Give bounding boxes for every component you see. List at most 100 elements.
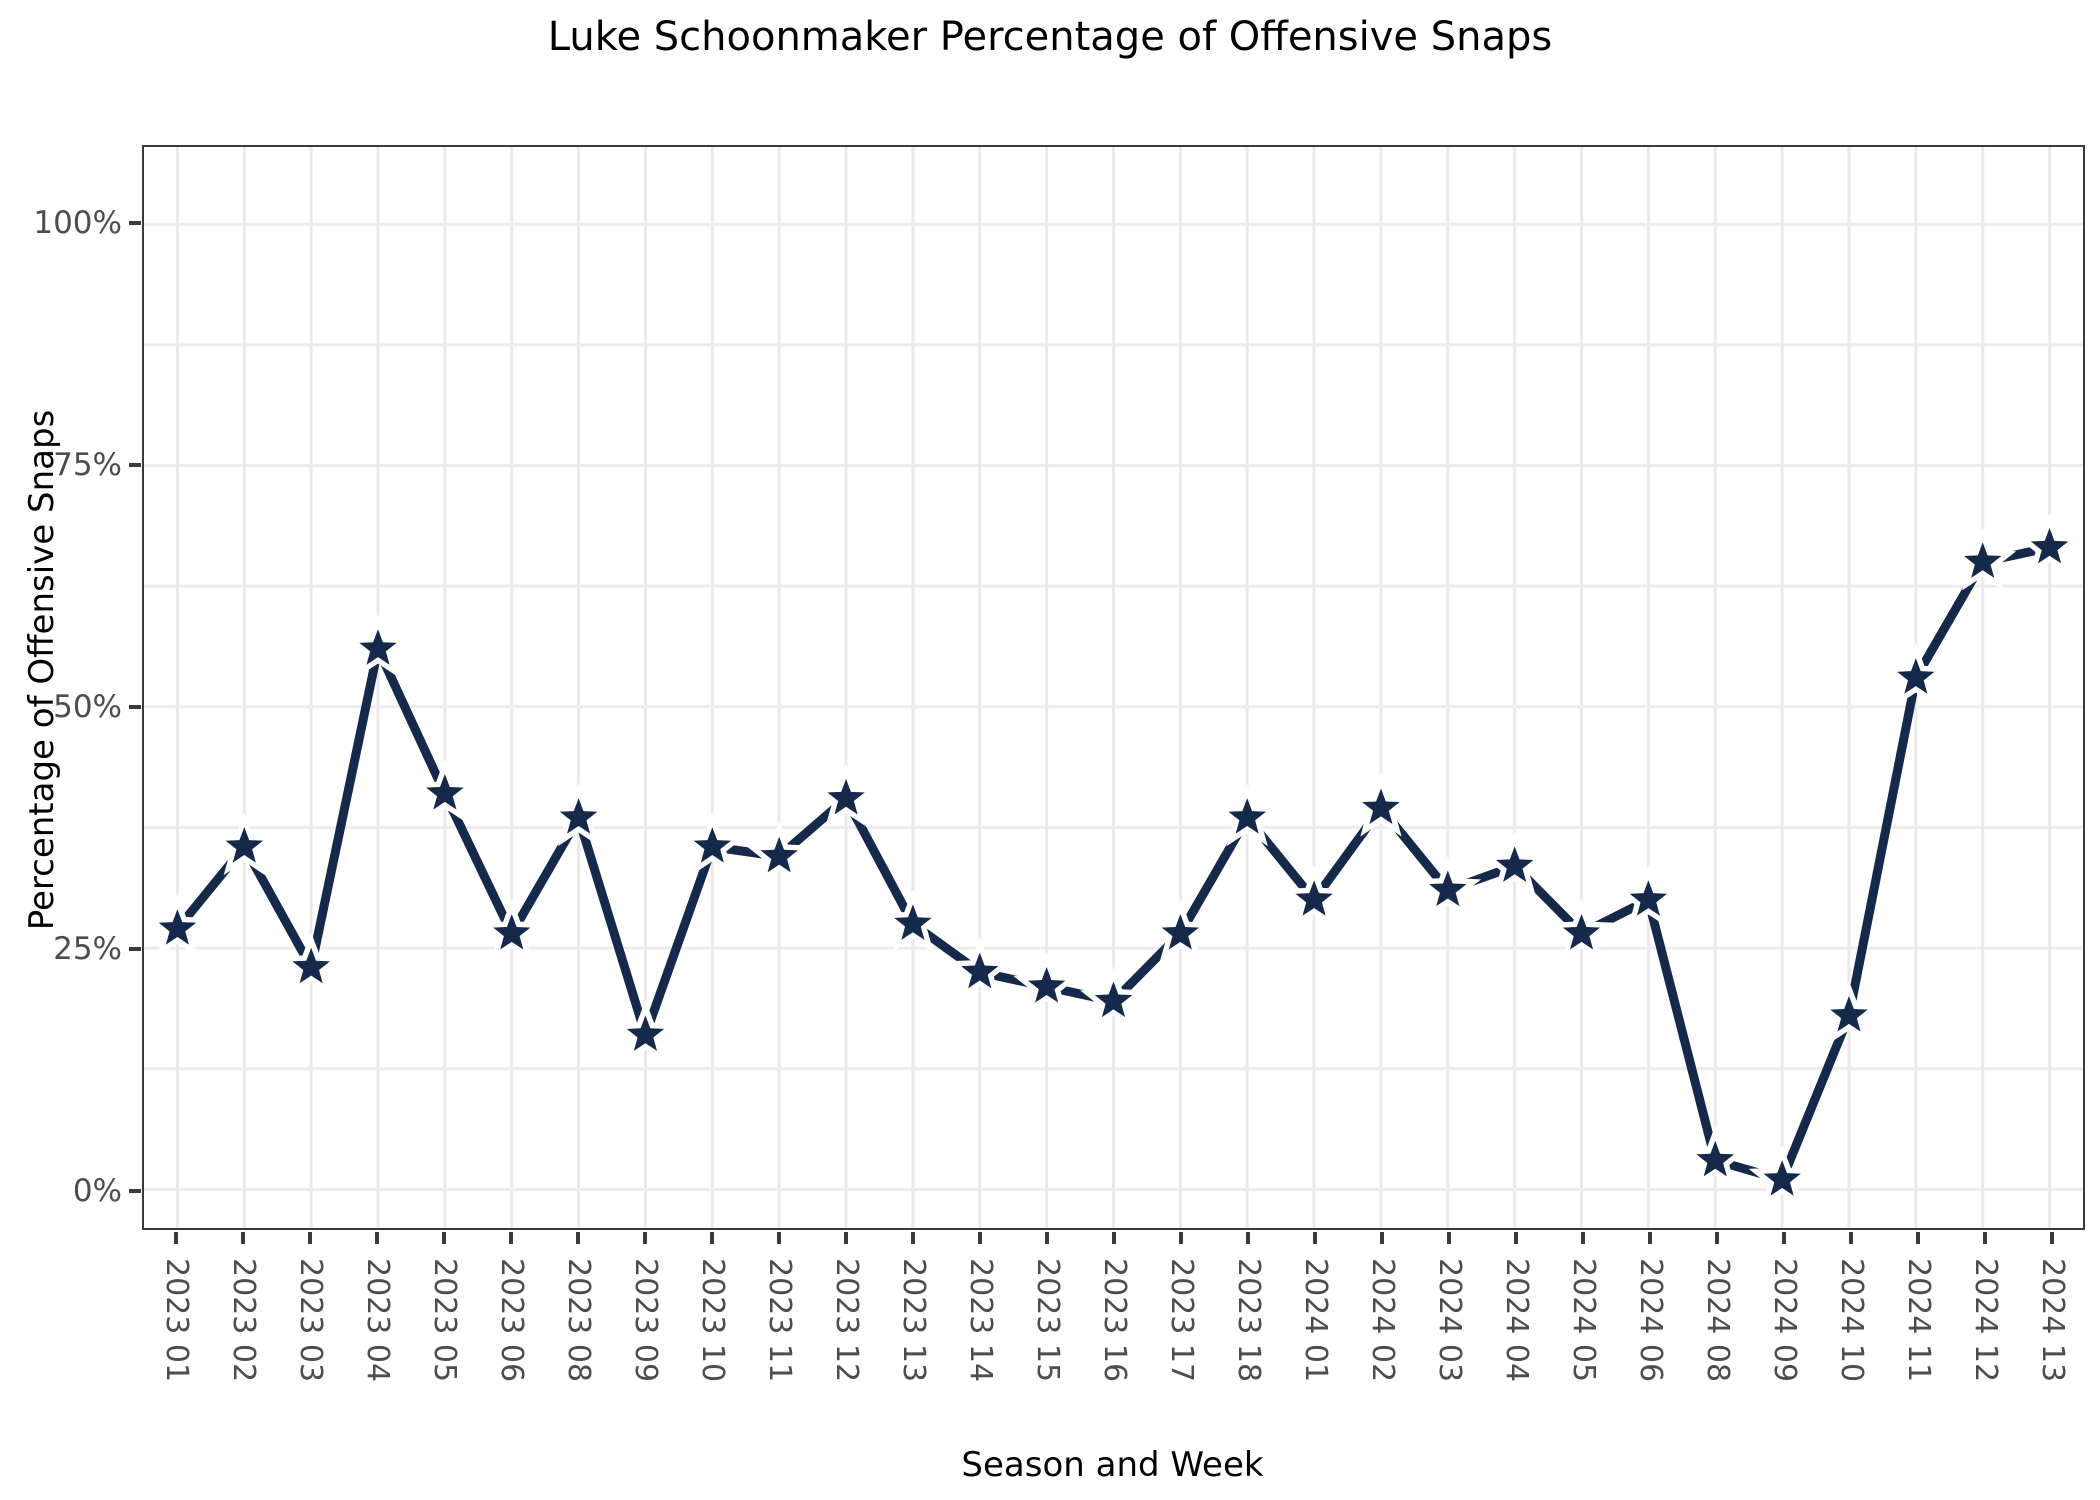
x-tick-label-text: 2024 09 <box>1766 1258 1802 1383</box>
data-point-marker[interactable] <box>1888 649 1943 701</box>
x-tick-mark <box>709 1232 714 1244</box>
y-tick-label: 75% <box>53 446 122 483</box>
x-tick-label: 2023 05 <box>427 1258 467 1468</box>
x-tick-label-text: 2024 06 <box>1632 1258 1668 1383</box>
data-point-marker[interactable] <box>1354 779 1408 831</box>
x-tick-label: 2023 12 <box>829 1258 869 1468</box>
x-tick-label-text: 2024 11 <box>1900 1258 1936 1383</box>
data-point-marker[interactable] <box>1955 533 2010 585</box>
data-point-marker[interactable] <box>1755 1151 1809 1203</box>
x-tick-label-text: 2023 09 <box>627 1258 663 1383</box>
x-tick-label: 2023 04 <box>360 1258 400 1468</box>
x-tick-label-text: 2023 10 <box>694 1258 730 1383</box>
data-point-marker[interactable] <box>351 620 405 672</box>
x-tick-label: 2023 15 <box>1030 1258 1070 1468</box>
line-chart-svg <box>144 147 2083 1228</box>
x-tick-label-text: 2024 08 <box>1699 1258 1735 1383</box>
data-point-marker[interactable] <box>1287 871 1341 923</box>
y-axis-label-container: Percentage of Offensive Snaps <box>18 140 66 1200</box>
y-tick-mark <box>129 704 141 709</box>
page-title: Luke Schoonmaker Percentage of Offensive… <box>547 14 1553 60</box>
x-tick-mark <box>1513 1232 1518 1244</box>
x-tick-label-text: 2023 01 <box>158 1258 194 1383</box>
x-tick-label-text: 2023 17 <box>1163 1258 1199 1383</box>
data-point-marker[interactable] <box>1487 837 1542 889</box>
x-tick-label: 2024 08 <box>1700 1258 1740 1468</box>
data-point-marker[interactable] <box>551 789 606 841</box>
data-point-marker[interactable] <box>484 905 539 957</box>
x-tick-label-text: 2023 12 <box>828 1258 864 1383</box>
data-point-marker[interactable] <box>150 900 205 952</box>
data-point-marker[interactable] <box>1420 862 1475 913</box>
y-tick-mark <box>129 462 141 467</box>
x-tick-mark <box>1714 1232 1719 1244</box>
data-point-marker[interactable] <box>1822 987 1876 1039</box>
x-tick-label-text: 2023 03 <box>292 1258 328 1383</box>
x-tick-mark <box>575 1232 580 1244</box>
x-tick-label-text: 2024 01 <box>1297 1258 1333 1383</box>
x-tick-label-text: 2023 08 <box>560 1258 596 1383</box>
x-tick-label-text: 2023 02 <box>225 1258 261 1383</box>
x-tick-mark <box>374 1232 379 1244</box>
x-tick-mark <box>642 1232 647 1244</box>
data-point-marker[interactable] <box>1153 905 1208 957</box>
x-tick-mark <box>1178 1232 1183 1244</box>
y-tick-mark <box>129 1189 141 1194</box>
x-tick-mark <box>977 1232 982 1244</box>
data-point-marker[interactable] <box>2022 519 2077 571</box>
x-tick-label-text: 2024 04 <box>1498 1258 1534 1383</box>
x-tick-label: 2024 03 <box>1432 1258 1472 1468</box>
data-point-marker[interactable] <box>1086 972 1141 1024</box>
x-tick-mark <box>1379 1232 1384 1244</box>
x-tick-label: 2024 06 <box>1633 1258 1673 1468</box>
x-tick-mark <box>1781 1232 1786 1244</box>
x-tick-mark <box>173 1232 178 1244</box>
x-axis-label: Season and Week <box>961 1445 1264 1485</box>
x-tick-mark <box>1982 1232 1987 1244</box>
x-tick-mark <box>307 1232 312 1244</box>
x-tick-label: 2024 05 <box>1566 1258 1606 1468</box>
x-tick-label: 2024 10 <box>1834 1258 1874 1468</box>
data-point-marker[interactable] <box>1220 789 1275 841</box>
x-tick-label-text: 2023 16 <box>1096 1258 1132 1383</box>
x-tick-mark <box>441 1232 446 1244</box>
data-point-marker[interactable] <box>1554 905 1609 957</box>
y-tick-label: 25% <box>53 931 122 968</box>
plot-area <box>142 145 2085 1230</box>
x-tick-mark <box>508 1232 513 1244</box>
y-tick-mark <box>129 947 141 952</box>
x-tick-mark <box>1580 1232 1585 1244</box>
x-tick-label: 2023 17 <box>1164 1258 1204 1468</box>
x-tick-label-text: 2023 06 <box>493 1258 529 1383</box>
data-point-marker[interactable] <box>284 939 339 991</box>
x-tick-mark <box>2049 1232 2054 1244</box>
y-tick-label: 50% <box>53 688 122 725</box>
x-tick-label-text: 2023 11 <box>761 1258 797 1383</box>
data-point-marker[interactable] <box>418 765 472 817</box>
x-tick-label: 2024 04 <box>1499 1258 1539 1468</box>
x-tick-label: 2023 03 <box>293 1258 333 1468</box>
data-point-marker[interactable] <box>217 818 272 870</box>
x-tick-label-text: 2023 05 <box>426 1258 462 1383</box>
x-tick-label: 2023 14 <box>963 1258 1003 1468</box>
data-point-marker[interactable] <box>886 895 940 947</box>
x-tick-label: 2023 10 <box>695 1258 735 1468</box>
data-point-marker[interactable] <box>952 944 1007 996</box>
x-tick-label: 2023 11 <box>762 1258 802 1468</box>
data-point-marker[interactable] <box>752 828 807 880</box>
x-tick-label-text: 2023 15 <box>1029 1258 1065 1383</box>
data-point-marker[interactable] <box>1019 958 1074 1010</box>
y-axis-label: Percentage of Offensive Snaps <box>22 409 62 931</box>
x-tick-label-text: 2023 13 <box>895 1258 931 1383</box>
x-tick-mark <box>1044 1232 1049 1244</box>
x-tick-label-text: 2024 13 <box>2034 1258 2070 1383</box>
data-point-marker[interactable] <box>618 1006 673 1058</box>
data-point-marker[interactable] <box>819 770 873 822</box>
y-tick-label: 0% <box>72 1173 122 1210</box>
data-point-marker[interactable] <box>1688 1132 1743 1184</box>
data-point-marker[interactable] <box>685 818 740 870</box>
x-tick-mark <box>843 1232 848 1244</box>
x-tick-label: 2024 01 <box>1298 1258 1338 1468</box>
data-point-marker[interactable] <box>1621 871 1676 923</box>
